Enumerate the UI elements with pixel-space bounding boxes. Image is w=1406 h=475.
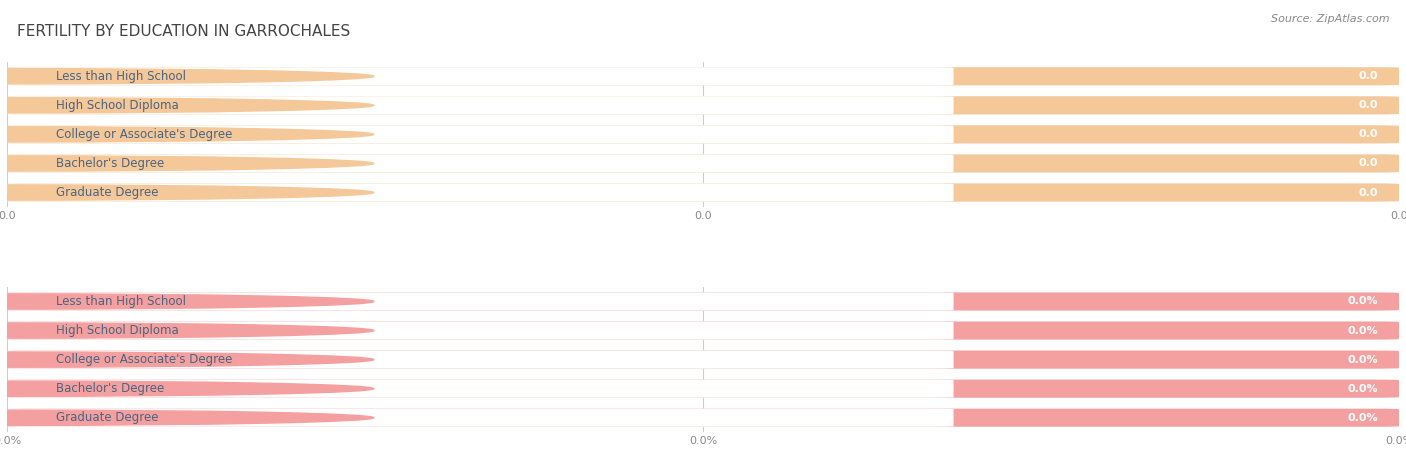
FancyBboxPatch shape <box>7 322 953 340</box>
Text: Less than High School: Less than High School <box>56 295 186 308</box>
Circle shape <box>0 352 374 367</box>
Circle shape <box>0 156 374 171</box>
FancyBboxPatch shape <box>7 96 953 114</box>
Circle shape <box>0 381 374 396</box>
Text: 0.0: 0.0 <box>1358 188 1378 198</box>
Text: Graduate Degree: Graduate Degree <box>56 186 159 199</box>
Text: College or Associate's Degree: College or Associate's Degree <box>56 353 232 366</box>
FancyBboxPatch shape <box>7 293 1399 311</box>
FancyBboxPatch shape <box>7 125 953 143</box>
Text: High School Diploma: High School Diploma <box>56 99 179 112</box>
FancyBboxPatch shape <box>7 408 953 427</box>
FancyBboxPatch shape <box>7 408 1399 427</box>
Text: 0.0%: 0.0% <box>1347 325 1378 335</box>
FancyBboxPatch shape <box>7 67 1399 86</box>
FancyBboxPatch shape <box>7 293 953 311</box>
Text: 0.0: 0.0 <box>1358 159 1378 169</box>
FancyBboxPatch shape <box>7 96 1399 114</box>
Text: Bachelor's Degree: Bachelor's Degree <box>56 157 165 170</box>
FancyBboxPatch shape <box>7 154 953 172</box>
Text: 0.0: 0.0 <box>1358 71 1378 81</box>
FancyBboxPatch shape <box>7 351 1399 369</box>
Text: 0.0%: 0.0% <box>1347 296 1378 306</box>
Circle shape <box>0 410 374 426</box>
FancyBboxPatch shape <box>7 183 1399 201</box>
FancyBboxPatch shape <box>7 380 1399 398</box>
Circle shape <box>0 323 374 338</box>
Text: 0.0%: 0.0% <box>1347 355 1378 365</box>
FancyBboxPatch shape <box>7 322 1399 340</box>
FancyBboxPatch shape <box>7 351 953 369</box>
Text: Graduate Degree: Graduate Degree <box>56 411 159 424</box>
Text: Bachelor's Degree: Bachelor's Degree <box>56 382 165 395</box>
FancyBboxPatch shape <box>7 154 1399 172</box>
FancyBboxPatch shape <box>7 96 1399 114</box>
Text: 0.0%: 0.0% <box>1347 384 1378 394</box>
Text: College or Associate's Degree: College or Associate's Degree <box>56 128 232 141</box>
Text: Less than High School: Less than High School <box>56 70 186 83</box>
FancyBboxPatch shape <box>7 183 1399 201</box>
Circle shape <box>0 127 374 142</box>
FancyBboxPatch shape <box>7 183 953 201</box>
Circle shape <box>0 98 374 113</box>
FancyBboxPatch shape <box>7 322 1399 340</box>
Text: Source: ZipAtlas.com: Source: ZipAtlas.com <box>1271 14 1389 24</box>
FancyBboxPatch shape <box>7 408 1399 427</box>
Text: High School Diploma: High School Diploma <box>56 324 179 337</box>
FancyBboxPatch shape <box>7 380 1399 398</box>
FancyBboxPatch shape <box>7 380 953 398</box>
Circle shape <box>0 185 374 200</box>
Circle shape <box>0 294 374 309</box>
FancyBboxPatch shape <box>7 351 1399 369</box>
FancyBboxPatch shape <box>7 125 1399 143</box>
Text: 0.0%: 0.0% <box>1347 413 1378 423</box>
Text: 0.0: 0.0 <box>1358 100 1378 110</box>
FancyBboxPatch shape <box>7 67 953 86</box>
Circle shape <box>0 68 374 84</box>
FancyBboxPatch shape <box>7 67 1399 86</box>
Text: 0.0: 0.0 <box>1358 129 1378 139</box>
FancyBboxPatch shape <box>7 125 1399 143</box>
FancyBboxPatch shape <box>7 154 1399 172</box>
FancyBboxPatch shape <box>7 293 1399 311</box>
Text: FERTILITY BY EDUCATION IN GARROCHALES: FERTILITY BY EDUCATION IN GARROCHALES <box>17 24 350 39</box>
